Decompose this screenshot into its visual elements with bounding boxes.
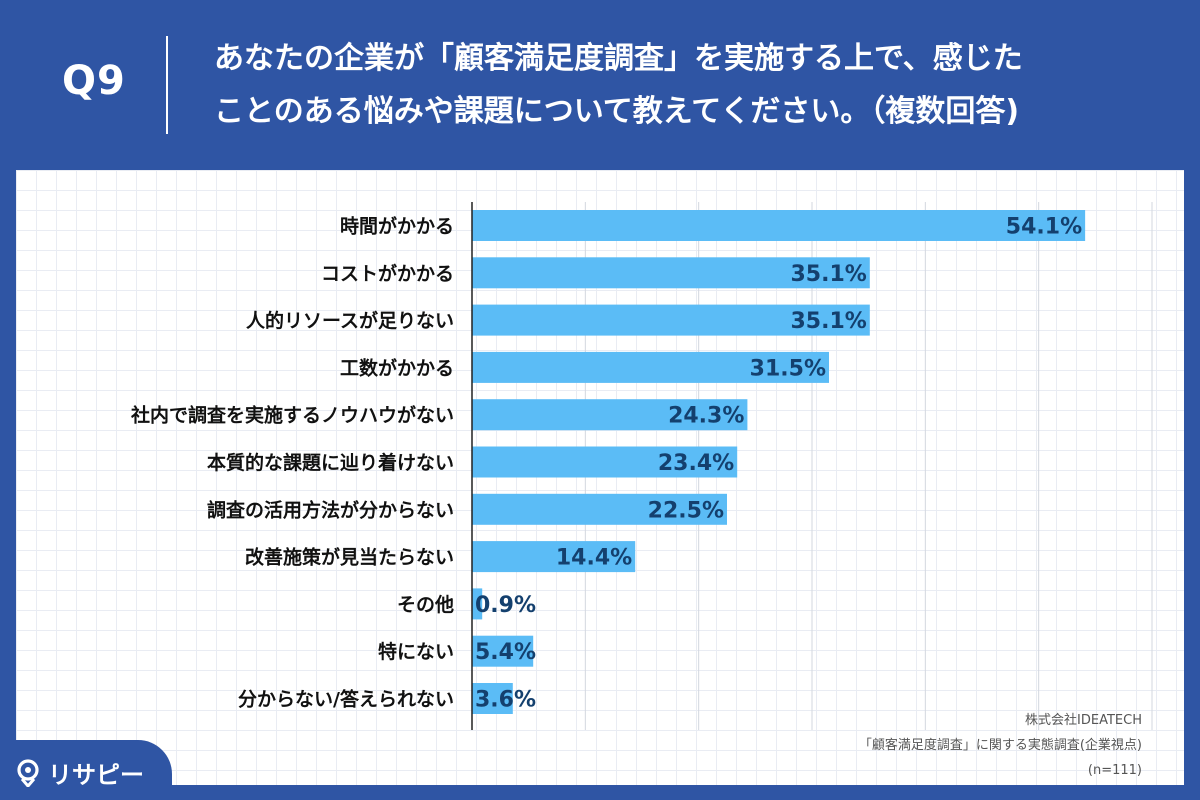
bar — [472, 683, 513, 714]
category-label: 分からない/答えられない — [238, 688, 454, 711]
question-line-2: ことのある悩みや課題について教えてください。（複数回答) — [214, 94, 1020, 129]
bar — [472, 446, 738, 478]
category-label: 特にない — [378, 641, 454, 663]
category-label: 工数がかかる — [340, 356, 454, 379]
category-label: 改善施策が見当たらない — [245, 546, 454, 569]
value-label: 35.1% — [790, 309, 866, 334]
chart-panel: 時間がかかる 54.1% コストがかかる 35.1% 人的リソースが足りない 35.1% 工… — [16, 170, 1184, 785]
bar — [472, 541, 636, 573]
map-pin-icon — [17, 758, 39, 787]
value-label: 35.1% — [790, 262, 866, 287]
category-label: コストがかかる — [321, 262, 454, 285]
source-sample: (n=111) — [1087, 763, 1142, 778]
value-label: 14.4% — [556, 546, 632, 571]
brand-name: リサピー — [48, 761, 144, 789]
question-line-1: あなたの企業が「顧客満足度調査」を実施する上で、感じた — [214, 41, 1023, 76]
category-label: 社内で調査を実施するノウハウがない — [130, 404, 454, 427]
bar-chart: 時間がかかる 54.1% コストがかかる 35.1% 人的リソースが足りない 35.1% 工… — [130, 202, 1153, 730]
value-label: 0.9% — [475, 593, 536, 618]
value-label: 3.6% — [475, 688, 536, 713]
question-header: Q9 あなたの企業が「顧客満足度調査」を実施する上で、感じた ことのある悩みや課… — [0, 0, 1200, 168]
value-label: 23.4% — [658, 451, 734, 476]
brand-logo: リサピー — [16, 755, 144, 790]
bar — [472, 588, 483, 620]
bar — [472, 210, 1086, 241]
bar — [472, 257, 870, 289]
source-note: 株式会社IDEATECH 「顧客満足度調査」に関する実態調査(企業視点) (n=… — [859, 708, 1142, 783]
category-label: 人的リソースが足りない — [246, 309, 454, 332]
value-label: 54.1% — [1006, 215, 1082, 240]
category-label: 調査の活用方法が分からない — [207, 498, 454, 521]
value-label: 22.5% — [648, 498, 724, 523]
category-label: 本質的な課題に辿り着けない — [207, 451, 454, 474]
source-survey: 「顧客満足度調査」に関する実態調査(企業視点) — [858, 738, 1142, 753]
bar — [472, 304, 870, 336]
question-text: あなたの企業が「顧客満足度調査」を実施する上で、感じた ことのある悩みや課題につ… — [214, 32, 1174, 138]
bar — [472, 493, 727, 525]
value-label: 24.3% — [668, 404, 744, 429]
bar — [472, 399, 748, 431]
category-label: その他 — [397, 593, 454, 616]
value-label: 5.4% — [475, 640, 536, 665]
source-company: 株式会社IDEATECH — [1025, 713, 1142, 728]
category-label: 時間がかかる — [340, 215, 454, 238]
value-label: 31.5% — [750, 356, 826, 381]
bar — [472, 635, 534, 667]
bar — [472, 351, 829, 383]
header-divider — [166, 36, 168, 134]
question-number: Q9 — [62, 58, 126, 104]
